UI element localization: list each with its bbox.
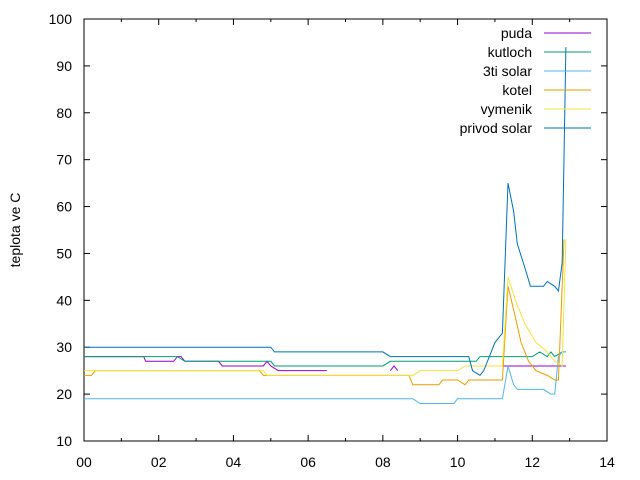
x-tick-label: 10 (450, 454, 466, 470)
legend-label: privod solar (460, 120, 533, 136)
axis-ticks: 10 20 30 40 50 60 70 80 90 100 00 02 04 06 08 10 12 14 (49, 11, 615, 470)
y-tick-label: 50 (56, 245, 72, 261)
series-line-puda (84, 356, 566, 372)
x-tick-label: 02 (151, 454, 167, 470)
y-tick-label: 90 (56, 58, 72, 74)
x-tick-label: 06 (300, 454, 316, 470)
x-tick-label: 14 (599, 454, 615, 470)
y-tick-label: 80 (56, 105, 72, 121)
y-tick-label: 40 (56, 292, 72, 308)
legend: puda kutloch 3ti solar kotel vymenik privod s… (460, 25, 591, 136)
series-line-3ti-solar (84, 351, 566, 404)
y-tick-label: 30 (56, 339, 72, 355)
y-tick-label: 100 (49, 11, 73, 27)
y-axis-label: teplota ve C (7, 193, 23, 268)
series-line-privod-solar (84, 47, 567, 377)
x-tick-label: 12 (524, 454, 540, 470)
y-tick-label: 60 (56, 199, 72, 215)
legend-label: kutloch (488, 44, 532, 60)
x-tick-label: 08 (375, 454, 391, 470)
legend-label: kotel (502, 82, 532, 98)
y-tick-label: 20 (56, 386, 72, 402)
legend-label: 3ti solar (483, 63, 532, 79)
y-tick-label: 70 (56, 152, 72, 168)
series-line-kutloch (84, 351, 566, 367)
legend-label: puda (501, 25, 532, 41)
x-tick-label: 04 (226, 454, 242, 470)
legend-label: vymenik (481, 101, 533, 117)
series-line-kotel (84, 239, 565, 386)
x-tick-label: 00 (76, 454, 92, 470)
series-lines (84, 47, 567, 404)
series-line-vymenik (84, 239, 567, 376)
y-tick-label: 10 (56, 433, 72, 449)
